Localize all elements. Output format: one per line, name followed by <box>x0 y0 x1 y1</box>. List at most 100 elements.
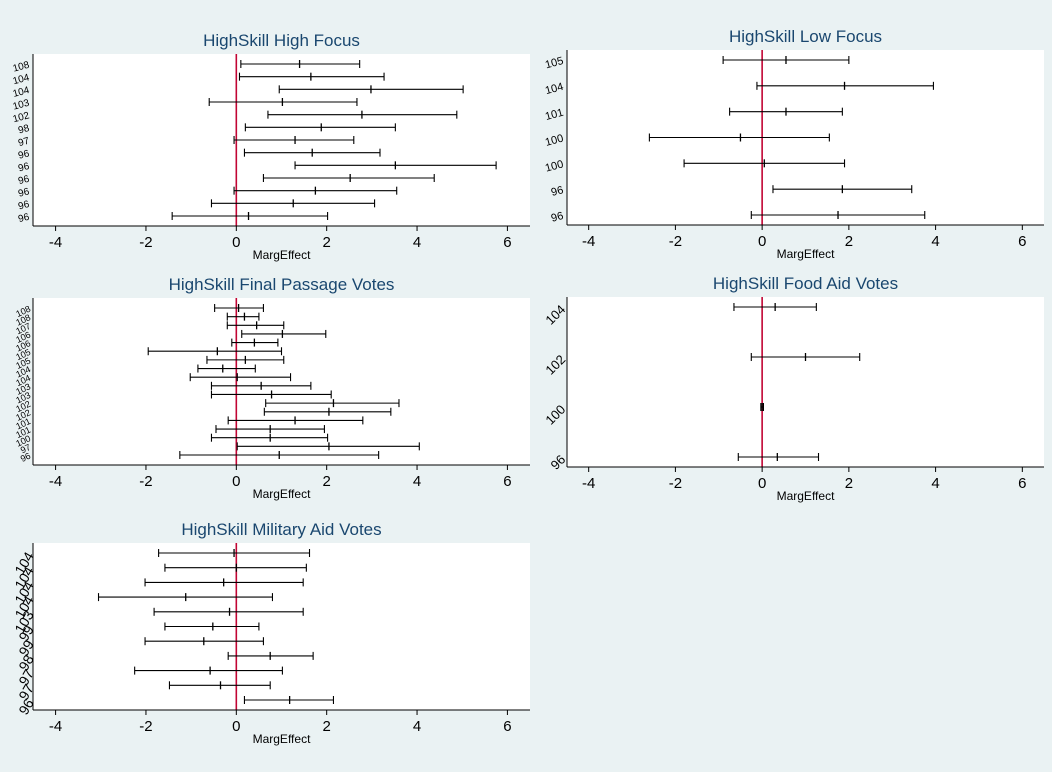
interval-1 <box>240 60 361 68</box>
chart-title: HighSkill Final Passage Votes <box>169 275 395 294</box>
chart-title: HighSkill Low Focus <box>729 27 882 46</box>
plot-area <box>33 543 530 710</box>
interval-9 <box>294 161 497 170</box>
interval-5 <box>683 159 846 168</box>
interval-2 <box>226 312 260 321</box>
category-label: 104 <box>544 81 565 97</box>
interval-10 <box>168 681 271 690</box>
interval-2 <box>238 72 385 81</box>
x-axis-title: MargEffect <box>253 248 311 262</box>
category-label: 96 <box>17 212 31 226</box>
category-label: 97 <box>15 681 37 703</box>
interval-7 <box>233 136 355 144</box>
category-label: 97 <box>17 136 31 150</box>
category-label: 98 <box>15 652 37 674</box>
category-label: 104 <box>12 72 31 87</box>
category-label: 104 <box>12 85 31 100</box>
category-label: 97 <box>15 666 37 688</box>
interval-9 <box>189 373 292 382</box>
interval-4 <box>241 329 327 338</box>
interval-4 <box>648 133 830 142</box>
category-label: 103 <box>12 98 31 113</box>
interval-8 <box>243 148 381 157</box>
category-label: 96 <box>550 210 565 225</box>
x-tick-label: 4 <box>413 718 421 735</box>
category-label: 99 <box>15 622 37 644</box>
panel-2: HighSkill Low Focus 105 104 101 100 100 96 96 -4… <box>544 27 1044 261</box>
x-tick-label: 4 <box>413 234 421 251</box>
interval-11 <box>210 390 332 399</box>
x-tick-label: 0 <box>232 234 240 251</box>
interval-9 <box>134 666 283 675</box>
x-tick-label: 2 <box>323 473 331 490</box>
x-tick-label: 4 <box>931 233 939 250</box>
interval-2 <box>756 81 934 90</box>
x-tick-label: -4 <box>582 475 595 492</box>
x-tick-label: 2 <box>845 233 853 250</box>
category-label: 97 <box>19 442 32 455</box>
x-axis-title: MargEffect <box>777 489 835 503</box>
category-label: 96 <box>550 184 565 199</box>
x-tick-label: -2 <box>139 234 152 251</box>
category-label: 101 <box>544 107 565 123</box>
category-label: 96 <box>15 696 37 718</box>
x-tick-label: -4 <box>49 718 62 735</box>
panel-3: HighSkill Final Passage Votes10810810710… <box>14 275 530 501</box>
interval-6 <box>772 185 913 194</box>
interval-17 <box>236 442 420 451</box>
x-tick-label: 6 <box>1018 475 1026 492</box>
interval-18 <box>179 451 380 459</box>
x-tick-label: 0 <box>758 233 766 250</box>
category-label: 96 <box>17 148 31 162</box>
interval-1 <box>158 549 311 557</box>
x-tick-label: 2 <box>323 718 331 735</box>
interval-1 <box>722 56 850 64</box>
interval-12 <box>265 399 400 408</box>
category-label: 102 <box>12 110 31 125</box>
interval-2 <box>164 563 307 572</box>
interval-3 <box>278 85 464 94</box>
interval-14 <box>227 416 364 425</box>
interval-8 <box>227 651 314 660</box>
interval-1 <box>214 304 264 312</box>
x-tick-label: -2 <box>669 233 682 250</box>
interval-3 <box>144 578 304 587</box>
interval-4 <box>737 453 820 461</box>
chart-title: HighSkill Military Aid Votes <box>181 520 381 539</box>
category-label: 96 <box>17 161 31 175</box>
interval-3 <box>226 321 285 330</box>
interval-11 <box>243 696 335 704</box>
interval-2 <box>750 353 861 361</box>
x-tick-label: 4 <box>413 473 421 490</box>
category-label: 99 <box>15 637 37 659</box>
plot-area <box>567 297 1044 467</box>
chart-title: HighSkill Food Aid Votes <box>713 274 898 293</box>
x-tick-label: -2 <box>669 475 682 492</box>
interval-10 <box>210 381 312 390</box>
interval-6 <box>244 123 396 132</box>
interval-5 <box>267 110 458 119</box>
category-label: 105 <box>544 55 565 71</box>
x-tick-label: 0 <box>758 475 766 492</box>
interval-10 <box>262 174 435 182</box>
category-label: 96 <box>19 451 32 464</box>
panel-5: HighSkill Military Aid Votes104104104104… <box>11 520 530 746</box>
interval-5 <box>153 607 304 616</box>
x-tick-label: -4 <box>49 473 62 490</box>
interval-11 <box>233 186 398 195</box>
x-tick-label: -4 <box>49 234 62 251</box>
x-tick-label: -2 <box>139 718 152 735</box>
interval-7 <box>750 211 926 219</box>
x-tick-label: 2 <box>323 234 331 251</box>
category-label: 100 <box>544 158 565 174</box>
x-tick-label: 6 <box>503 718 511 735</box>
interval-16 <box>210 433 329 442</box>
category-label: 96 <box>17 186 31 200</box>
x-tick-label: 6 <box>1018 233 1026 250</box>
x-tick-label: 4 <box>931 475 939 492</box>
chart-title: HighSkill High Focus <box>203 31 360 50</box>
plot-area <box>33 298 530 465</box>
interval-13 <box>171 212 329 220</box>
